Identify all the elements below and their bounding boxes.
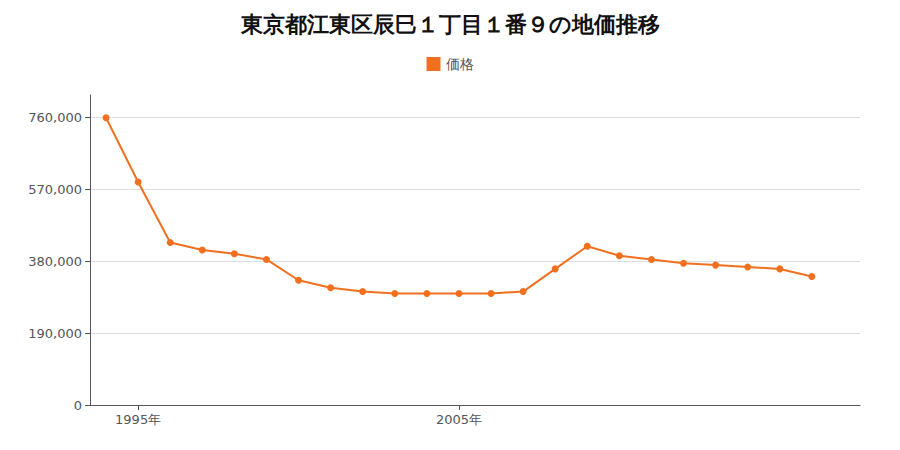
svg-text:0: 0 [74, 398, 82, 413]
svg-text:価格: 価格 [446, 56, 474, 72]
svg-text:1995年: 1995年 [115, 412, 161, 427]
svg-text:190,000: 190,000 [28, 326, 82, 341]
svg-text:東京都江東区辰巳１丁目１番９の地価推移: 東京都江東区辰巳１丁目１番９の地価推移 [240, 12, 660, 37]
svg-text:2005年: 2005年 [436, 412, 482, 427]
svg-text:570,000: 570,000 [28, 182, 82, 197]
svg-text:380,000: 380,000 [28, 254, 82, 269]
svg-text:760,000: 760,000 [28, 110, 82, 125]
